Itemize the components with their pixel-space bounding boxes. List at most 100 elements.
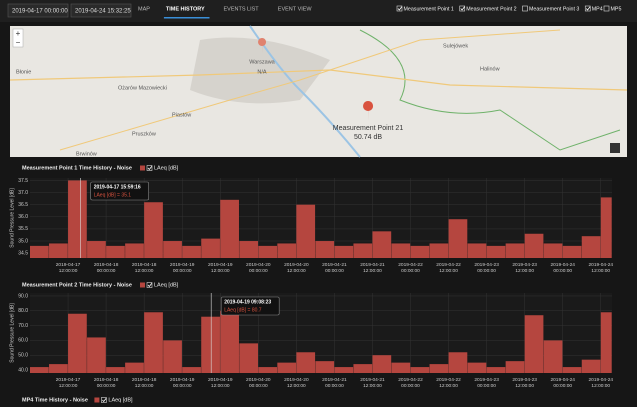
checkbox[interactable] (603, 5, 610, 12)
bar (543, 243, 563, 258)
x-tick-label: 2019-04-23 00:00:00 (474, 262, 499, 274)
zoom-control[interactable] (12, 28, 24, 48)
y-axis-label: Sound Pressure Level [dB] (9, 303, 15, 363)
checkbox[interactable] (522, 5, 528, 12)
legend-checkbox[interactable] (146, 282, 153, 288)
x-tick-label: 2019-04-17 12:00:00 (56, 262, 81, 274)
x-tick-label: 2019-04-22 12:00:00 (436, 377, 461, 389)
x-tick-label: 2019-04-22 00:00:00 (398, 262, 423, 274)
bar (30, 245, 49, 258)
river (249, 25, 361, 158)
end-input[interactable] (70, 3, 132, 18)
bar (429, 364, 449, 373)
x-tick-label: 2019-04-20 00:00:00 (246, 262, 271, 274)
chart-title: Measurement Point 2 Time History - Noise (22, 282, 132, 288)
legend-label: LAeq [dB] (108, 397, 133, 403)
toggle-label[interactable]: MP4 (592, 6, 603, 12)
bar (163, 340, 182, 373)
info-button[interactable] (610, 143, 620, 153)
chart-title: MP4 Time History - Noise (22, 397, 88, 403)
x-tick-label: 2019-04-23 00:00:00 (474, 377, 499, 389)
x-tick-label: 2019-04-24 12:00:00 (589, 262, 614, 274)
x-tick-label: 2019-04-17 12:00:00 (56, 377, 81, 389)
check (147, 283, 153, 288)
bar (524, 315, 544, 373)
tooltip (220, 296, 280, 316)
bar (220, 199, 239, 258)
x-tick-label: 2019-04-21 00:00:00 (322, 377, 347, 389)
marker-pin[interactable] (258, 38, 267, 54)
map[interactable]: + − Warszawa N/A Measurement Point 21 50… (9, 25, 628, 158)
bar (277, 362, 297, 373)
marker-value: N/A (257, 69, 267, 75)
tooltip-time: 2019-04-19 09:08:23 (224, 299, 271, 305)
bar (87, 337, 106, 373)
tab[interactable]: EVENT VIEW (278, 6, 313, 12)
marker-value: 50.74 dB (354, 134, 382, 141)
legend-checkbox[interactable] (146, 165, 153, 171)
toggle-label[interactable]: Measurement Point 1 (404, 6, 454, 12)
check (147, 166, 153, 171)
tab[interactable]: TIME HISTORY (166, 6, 205, 12)
place: Sulejówek (443, 43, 468, 49)
checkbox[interactable] (584, 5, 591, 12)
bar (562, 245, 582, 258)
bar (220, 310, 239, 373)
bar (296, 352, 316, 373)
y-tick-label: 60.0 (18, 338, 28, 344)
bar (391, 362, 411, 373)
bar (182, 245, 201, 258)
bar (429, 243, 449, 258)
x-tick-label: 2019-04-23 12:00:00 (512, 262, 537, 274)
tooltip-time: 2019-04-17 15:59:16 (94, 184, 141, 190)
bar (87, 241, 106, 258)
road (59, 29, 561, 151)
bar (410, 367, 430, 373)
bar (163, 241, 182, 258)
x-tick-label: 2019-04-24 12:00:00 (589, 377, 614, 389)
x-tick-label: 2019-04-21 12:00:00 (360, 262, 385, 274)
x-tick-label: 2019-04-20 00:00:00 (246, 377, 271, 389)
legend-swatch (140, 165, 145, 171)
marker-pin[interactable] (363, 101, 374, 121)
x-tick-label: 2019-04-22 00:00:00 (398, 377, 423, 389)
zoom-out[interactable]: − (16, 38, 21, 47)
checkbox[interactable] (396, 5, 403, 12)
start-date[interactable]: 2019-04-17 00:00:00 (12, 9, 68, 15)
place: Ożarów Mazowiecki (118, 85, 167, 91)
bar (125, 362, 144, 373)
zoom-in[interactable]: + (16, 29, 21, 38)
y-tick-label: 50.0 (18, 353, 28, 359)
tab-underline (163, 17, 210, 19)
bar (106, 245, 125, 258)
y-tick-label: 36.5 (18, 202, 28, 208)
end-date[interactable]: 2019-04-24 15:32:25 (75, 9, 131, 15)
bar (182, 367, 201, 373)
x-tick-label: 2019-04-23 12:00:00 (512, 377, 537, 389)
x-tick-label: 2019-04-24 00:00:00 (550, 262, 575, 274)
bar (505, 361, 525, 373)
bar (372, 231, 392, 258)
bar (106, 367, 125, 373)
checkbox[interactable] (459, 5, 466, 12)
bar (144, 202, 163, 258)
tab[interactable]: MAP (138, 6, 150, 12)
toggle-label[interactable]: Measurement Point 3 (529, 6, 579, 12)
tooltip-value: LAeq [dB] = 80.7 (224, 307, 262, 313)
start-input[interactable] (7, 3, 69, 18)
toggle-label[interactable]: MP5 (611, 6, 622, 12)
legend-swatch (94, 397, 100, 403)
bar (258, 245, 278, 258)
tab[interactable]: EVENTS LIST (224, 6, 260, 12)
bar (315, 241, 335, 258)
bar (467, 243, 487, 258)
plot-area (30, 293, 612, 373)
y-tick-label: 90.0 (18, 293, 28, 299)
bar (239, 241, 259, 258)
toggle-label[interactable]: Measurement Point 2 (466, 6, 516, 12)
marker-name: Warszawa (249, 59, 275, 65)
bar (600, 312, 612, 373)
legend-checkbox[interactable] (101, 397, 107, 403)
place: Pruszków (132, 131, 156, 137)
y-tick-label: 80.0 (18, 308, 28, 314)
